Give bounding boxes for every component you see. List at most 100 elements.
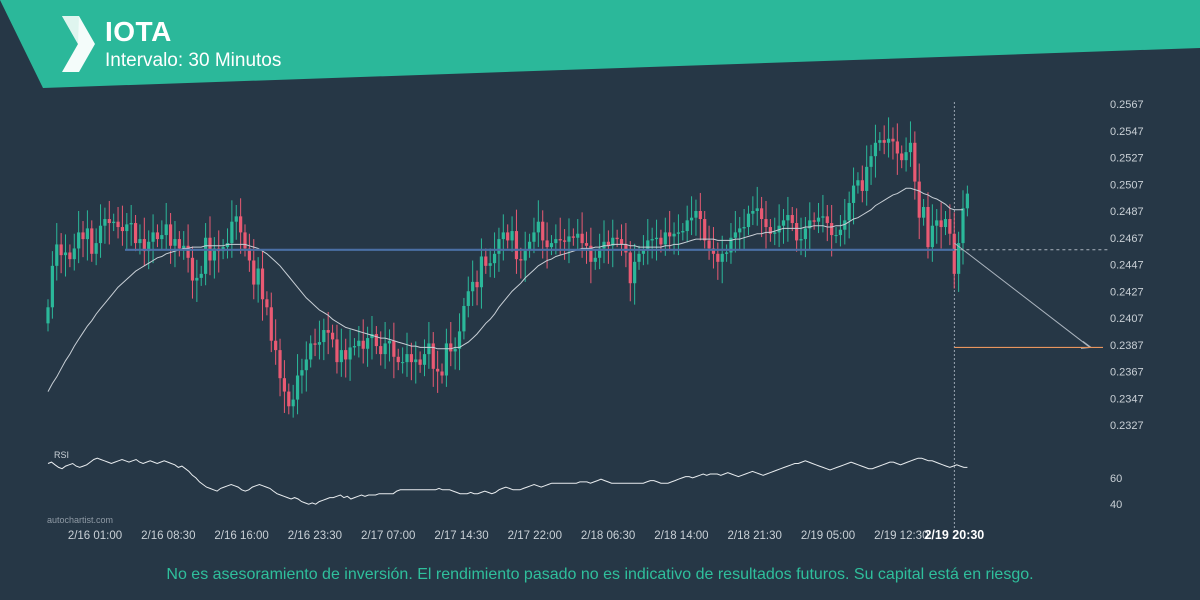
- candle-body: [707, 240, 711, 249]
- candle-body: [703, 219, 707, 241]
- candle-body: [418, 359, 422, 365]
- candle-body: [860, 180, 864, 191]
- candle-body: [825, 216, 829, 224]
- candle-body: [628, 252, 632, 284]
- candle-body: [733, 232, 737, 238]
- candle-body: [598, 248, 602, 258]
- candle-body: [77, 232, 81, 249]
- candle-body: [952, 233, 956, 274]
- candle-body: [291, 399, 295, 407]
- candle-body: [781, 220, 786, 226]
- candle-body: [440, 371, 444, 376]
- candle-body: [405, 354, 409, 363]
- candle-body: [930, 225, 934, 248]
- candle-body: [755, 208, 759, 211]
- candle-body: [81, 232, 85, 240]
- candle-body: [904, 152, 908, 161]
- candle-body: [751, 211, 755, 214]
- candle-body: [212, 248, 216, 261]
- x-tick-label: 2/18 06:30: [581, 530, 635, 542]
- candle-body: [711, 248, 716, 254]
- candle-body: [624, 244, 628, 253]
- candle-body: [125, 224, 129, 232]
- candle-body: [663, 232, 667, 245]
- candle-body: [606, 241, 610, 246]
- x-tick-label: 2/19 05:00: [801, 530, 855, 542]
- candle-body: [129, 223, 133, 225]
- candle-body: [584, 243, 589, 246]
- candle-body: [186, 245, 190, 258]
- candle-body: [646, 240, 650, 250]
- candle-body: [462, 305, 466, 332]
- moving-average-line: [47, 187, 963, 392]
- candle-body: [689, 217, 694, 221]
- candle-body: [816, 217, 821, 222]
- y-tick-label: 0.2467: [1110, 233, 1144, 245]
- candle-body: [545, 240, 549, 248]
- candle-body: [720, 253, 724, 262]
- candle-body: [742, 227, 746, 229]
- candle-body: [922, 206, 926, 218]
- candle-body: [589, 245, 593, 262]
- candle-body: [374, 334, 378, 347]
- candle-body: [900, 153, 904, 161]
- y-tick-label: 0.2407: [1110, 313, 1144, 325]
- candle-body: [234, 216, 238, 222]
- candle-body: [177, 239, 181, 249]
- candle-body: [764, 219, 768, 228]
- candle-body: [830, 223, 834, 236]
- candle-body: [383, 343, 387, 355]
- candle-body: [615, 237, 619, 240]
- candle-body: [63, 252, 68, 256]
- candle-body: [265, 299, 269, 308]
- candle-body: [913, 142, 917, 182]
- candle-body: [554, 239, 558, 244]
- moving-average-path: [47, 187, 963, 392]
- candle-body: [716, 253, 720, 262]
- candle-body: [94, 243, 98, 254]
- x-tick-label: 2/17 14:30: [434, 530, 488, 542]
- candle-body: [948, 219, 952, 234]
- candle-body: [392, 340, 396, 357]
- x-tick-label: 2/16 23:30: [288, 530, 342, 542]
- candle-body: [611, 237, 615, 246]
- candle-body: [843, 220, 847, 230]
- candle-body: [698, 211, 702, 220]
- candle-body: [449, 343, 453, 352]
- candle-body: [926, 206, 930, 248]
- candle-body: [961, 208, 965, 244]
- candle-body: [256, 268, 260, 285]
- candle-body: [602, 241, 606, 249]
- x-tick-label: 2/19 12:30: [874, 530, 928, 542]
- candle-body: [812, 220, 816, 222]
- candle-body: [330, 332, 335, 340]
- candle-body: [729, 237, 733, 253]
- candle-body: [541, 221, 545, 241]
- candle-body: [821, 216, 825, 218]
- candle-body: [869, 156, 873, 167]
- candle-body: [777, 225, 781, 233]
- x-tick-label: 2/18 14:00: [654, 530, 708, 542]
- candle-body: [908, 142, 913, 153]
- candle-body: [935, 220, 939, 226]
- candle-body: [510, 231, 514, 241]
- candle-body: [444, 343, 448, 376]
- candle-body: [55, 244, 59, 266]
- candle-body: [348, 347, 352, 360]
- candle-body: [164, 224, 168, 236]
- candle-body: [361, 340, 365, 349]
- y-tick-label: 0.2447: [1110, 260, 1144, 272]
- candle-body: [668, 232, 672, 237]
- candle-body: [497, 239, 501, 254]
- candle-body: [471, 281, 475, 292]
- interval-label: Intervalo: 30 Minutos: [105, 50, 282, 71]
- candle-body: [427, 343, 431, 355]
- candle-body: [457, 331, 462, 349]
- candle-body: [878, 140, 882, 143]
- candle-body: [681, 231, 685, 233]
- rsi-panel: RSI 40 60: [47, 450, 1122, 511]
- candle-body: [243, 232, 247, 249]
- candle-body: [571, 236, 575, 238]
- candle-body: [633, 261, 637, 284]
- candle-body: [593, 257, 597, 262]
